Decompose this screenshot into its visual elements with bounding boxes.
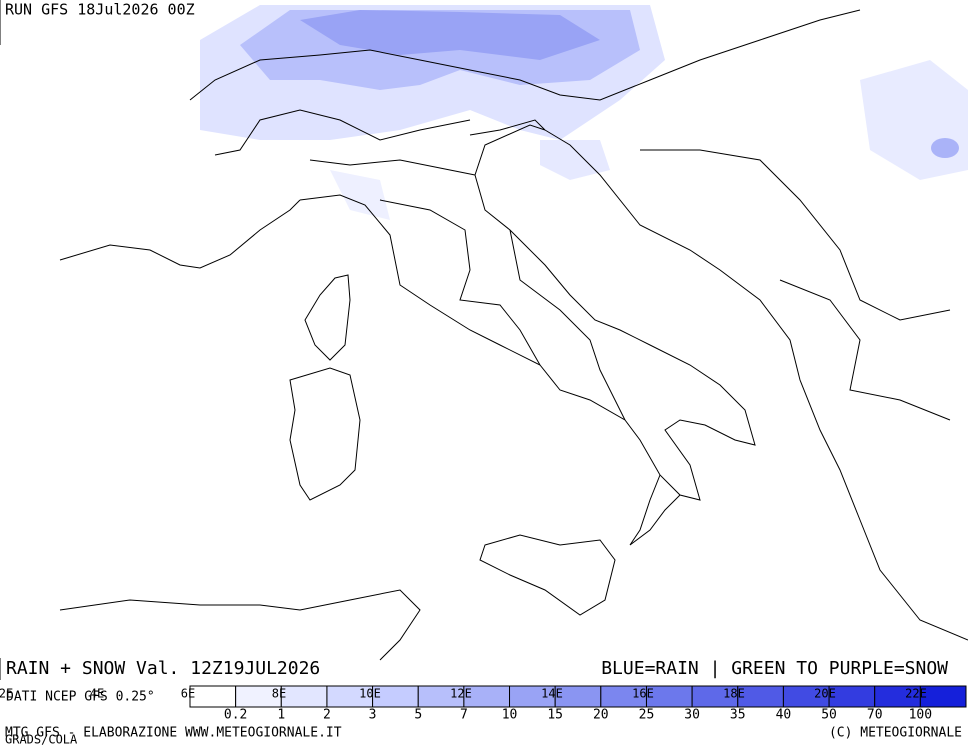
sicily [479,534,616,616]
software: GRADS/COLA [5,733,78,745]
legend-label: 25 [639,708,655,723]
legend-label: 5 [414,708,422,723]
legend-label: 2 [323,708,331,723]
legend-label: 10 [502,708,518,723]
rain-area [931,138,959,158]
run-label: RUN GFS 18Jul2026 00Z [5,1,195,19]
precipitation [200,5,968,220]
color-key: BLUE=RAIN | GREEN TO PURPLE=SNOW [601,658,948,679]
longitude-label: 2E [0,687,13,701]
legend-label: 70 [867,708,883,723]
calabria [629,474,681,546]
legend-label: 15 [547,708,563,723]
italy-coast [299,119,756,501]
longitude-label: 18E [723,687,745,701]
longitude-label: 12E [450,687,472,701]
borders [189,9,951,421]
longitude-label: 14E [541,687,563,701]
map-title: RAIN + SNOW Val. 12Z19JUL2026 [6,658,320,679]
legend-label: 40 [776,708,792,723]
legend-label: 20 [593,708,609,723]
legend-label: 35 [730,708,746,723]
rain-area [330,170,390,220]
legend-label: 30 [684,708,700,723]
credit: MTG GFS - ELABORAZIONE WWW.METEOGIORNALE… [5,726,342,741]
legend-label: 1 [277,708,285,723]
regions [309,159,626,421]
longitude-label: 22E [905,687,927,701]
sardinia [289,367,361,501]
longitude-label: 16E [632,687,654,701]
longitude-label: 8E [272,687,286,701]
rain-area [540,140,610,180]
legend-label: 50 [821,708,837,723]
coastlines [59,9,968,661]
legend-label: 3 [369,708,377,723]
africa-coast [59,589,421,661]
longitude-label: 10E [359,687,381,701]
corsica [304,274,351,361]
legend-label: 0.2 [224,708,247,723]
balkan-coast [544,129,968,641]
rain-area [860,60,968,180]
longitude-label: 4E [90,687,104,701]
longitude-label: 6E [181,687,195,701]
legend-swatch [828,685,876,708]
copyright: (C) METEOGIORNALE [829,726,962,741]
longitude-label: 20E [814,687,836,701]
rain-area [300,10,600,60]
legend-label: 100 [909,708,932,723]
legend-swatch [919,685,967,708]
legend-label: 7 [460,708,468,723]
source: DATI NCEP GFS 0.25° [6,690,155,705]
legend-swatch [280,685,328,708]
legend: 0.2 1 2 3 5 7 10 15 20 25 30 35 40 50 70 100 [189,685,967,723]
france-coast [59,199,301,269]
legend-swatch [189,685,237,708]
longitude-labels: 2E 4E 6E 8E 10E 12E 14E 16E 18E 20E 22E [0,687,927,701]
